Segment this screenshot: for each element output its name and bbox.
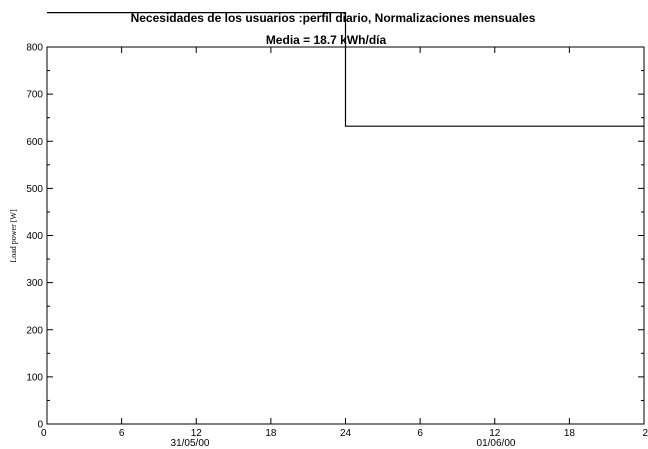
y-tick-label: 600: [26, 137, 43, 148]
y-tick-label: 400: [26, 231, 43, 242]
chart-title: Necesidades de los usuarios :perfil diar…: [131, 11, 536, 25]
series-layer: [47, 12, 644, 127]
x-tick-label: 2: [642, 428, 648, 439]
y-tick-label: 800: [26, 43, 43, 54]
x-tick-label: 6: [119, 428, 125, 439]
y-tick-label: 200: [26, 325, 43, 336]
x-tick-label: 12: [191, 428, 203, 439]
y-tick-label: 0: [37, 420, 43, 431]
y-axis: 0 100 200 300 400 500 600 700 800: [26, 43, 644, 431]
y-tick-label: 300: [26, 278, 43, 289]
x-axis: 0 6 12 18 24 6 12 18 2: [41, 47, 648, 439]
y-axis-label: Load power [W]: [9, 209, 18, 263]
x-tick-label: 12: [489, 428, 501, 439]
chart-subtitle: Media = 18.7 kWh/día: [266, 33, 387, 47]
y-tick-label: 500: [26, 184, 43, 195]
x-date-label-2: 01/06/00: [477, 438, 516, 449]
series-line-1: [47, 12, 644, 127]
x-tick-label: 18: [564, 428, 576, 439]
plot-frame: [46, 46, 645, 425]
x-tick-label: 24: [340, 428, 352, 439]
x-date-label-1: 31/05/00: [171, 438, 210, 449]
x-tick-label: 6: [417, 428, 423, 439]
x-tick-label: 18: [265, 428, 277, 439]
x-tick-label: 0: [41, 428, 47, 439]
y-tick-label: 700: [26, 90, 43, 101]
y-tick-label: 100: [26, 372, 43, 383]
